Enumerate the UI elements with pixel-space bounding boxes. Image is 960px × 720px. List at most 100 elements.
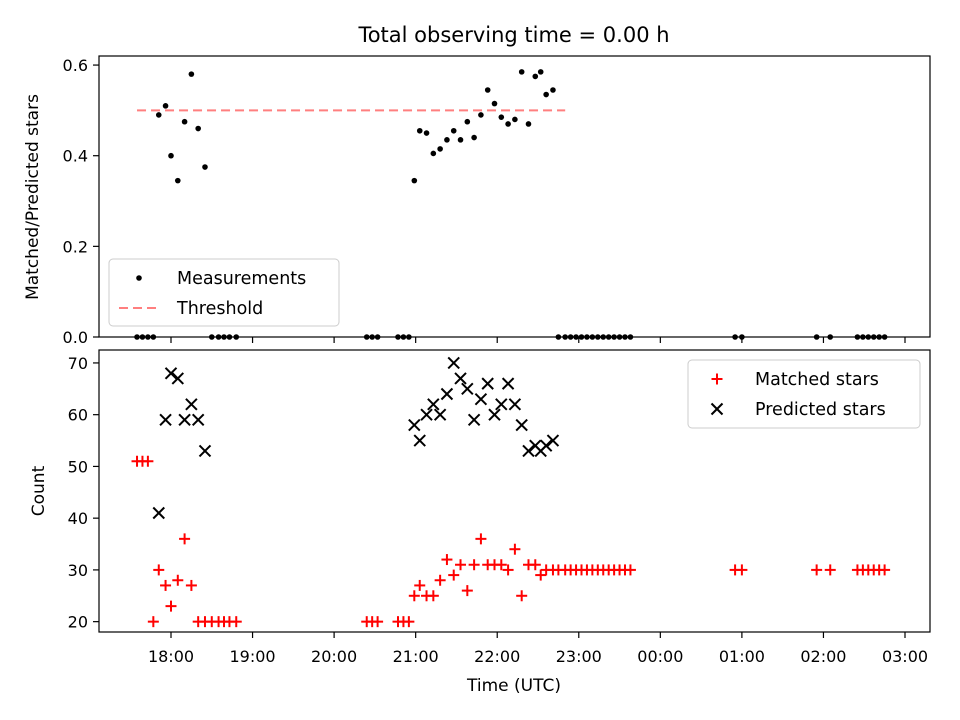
x-tick-label: 19:00 xyxy=(230,647,276,666)
predicted-star-point xyxy=(522,444,535,458)
measurement-point xyxy=(584,334,590,340)
predicted-star-point xyxy=(171,372,185,385)
x-tick-label: 02:00 xyxy=(800,647,846,666)
matched-star-point xyxy=(736,564,748,576)
measurement-point xyxy=(622,334,628,340)
matched-star-point xyxy=(403,616,415,628)
ratio-y-ticks: 0.0 0.2 0.4 0.6 xyxy=(63,56,99,347)
measurement-point xyxy=(374,334,381,340)
count-x-ticks: 18:00 19:00 20:00 21:00 22:00 23:00 00:00 01:00… xyxy=(148,632,928,666)
measurement-point xyxy=(827,334,834,340)
predicted-star-point xyxy=(501,377,515,390)
measurement-point xyxy=(400,334,407,340)
measurement-point xyxy=(555,334,562,340)
predicted-star-point xyxy=(420,408,433,421)
x-tick-label: 18:00 xyxy=(148,647,194,666)
y-tick-label: 20 xyxy=(68,613,88,632)
matched-star-point xyxy=(147,616,159,628)
ratio-legend: Measurements Threshold xyxy=(108,258,340,327)
x-tick-label: 01:00 xyxy=(719,647,765,666)
matched-star-point xyxy=(529,559,541,571)
ratio-x-ticks xyxy=(170,337,906,343)
predicted-star-point xyxy=(515,418,528,432)
predicted-star-point xyxy=(408,418,421,432)
measurement-point xyxy=(155,112,162,118)
measurement-point xyxy=(221,334,227,340)
predicted-star-point xyxy=(185,398,198,411)
measurement-point xyxy=(567,334,574,340)
y-tick-label: 0.0 xyxy=(63,328,88,347)
x-tick-label: 23:00 xyxy=(556,647,602,666)
legend-frame xyxy=(108,258,340,327)
measurement-point xyxy=(188,71,195,77)
predicted-star-point xyxy=(461,382,474,396)
legend-label-matched: Matched stars xyxy=(755,370,879,390)
predicted-star-point xyxy=(191,413,205,427)
measurement-point xyxy=(145,334,151,340)
measurement-point xyxy=(162,103,169,109)
predicted-star-point xyxy=(488,408,501,421)
x-tick-label: 00:00 xyxy=(637,647,683,666)
predicted-star-point xyxy=(178,413,191,427)
measurement-point xyxy=(411,177,418,184)
matched-star-point xyxy=(824,564,836,576)
y-tick-label: 60 xyxy=(68,406,88,425)
matched-star-point xyxy=(461,585,473,597)
measurement-point xyxy=(627,334,634,340)
measurement-point xyxy=(437,146,443,152)
predicted-star-point xyxy=(454,372,467,385)
count-y-ticks: 20 30 40 50 60 70 xyxy=(68,354,99,632)
predicted-star-point xyxy=(508,398,522,411)
measurement-point xyxy=(498,114,505,120)
measurement-point xyxy=(195,125,201,132)
measurement-point xyxy=(471,134,477,141)
measurement-point xyxy=(512,116,518,123)
measurement-point xyxy=(395,334,401,340)
measurement-point xyxy=(444,137,450,143)
measurement-point xyxy=(605,334,612,340)
predicted-star-point xyxy=(164,367,178,380)
ratio-plot-frame xyxy=(98,55,931,338)
x-tick-label: 03:00 xyxy=(882,647,928,666)
measurement-point xyxy=(369,334,375,340)
measurement-point xyxy=(464,118,471,125)
matched-star-point xyxy=(408,590,420,602)
count-plot: 20 30 40 50 60 70 18:00 19:00 20:00 21:00 22:00 23… xyxy=(29,349,931,696)
measurement-point xyxy=(134,334,140,340)
matched-star-point xyxy=(455,559,467,571)
x-tick-label: 20:00 xyxy=(311,647,357,666)
matched-star-point xyxy=(172,574,184,586)
measurement-point xyxy=(532,73,539,80)
y-tick-label: 70 xyxy=(68,354,88,373)
measurement-point xyxy=(505,121,511,127)
matched-star-point xyxy=(624,564,636,576)
measurement-point xyxy=(484,87,491,93)
ratio-plot: 0.0 0.2 0.4 0.6 Matched/Predicted stars Mea… xyxy=(23,55,931,347)
matched-star-point xyxy=(495,559,507,571)
measurement-point xyxy=(562,334,568,340)
matched-star-point xyxy=(502,564,514,576)
measurement-point xyxy=(813,334,820,340)
legend-measurement-marker xyxy=(136,275,142,281)
measurement-point xyxy=(595,334,601,340)
matched-star-point xyxy=(509,543,521,555)
predicted-star-point xyxy=(481,377,494,390)
predicted-star-point xyxy=(198,444,212,458)
predicted-star-point xyxy=(159,413,172,427)
measurement-point xyxy=(478,112,484,118)
count-legend: Matched stars Predicted stars xyxy=(687,359,921,429)
legend-matched-marker xyxy=(711,373,723,385)
y-tick-label: 0.2 xyxy=(63,237,88,256)
measurement-point xyxy=(611,334,617,340)
measurement-point xyxy=(860,334,866,340)
predicted-star-point xyxy=(427,398,440,411)
count-x-axis-label: Time (UTC) xyxy=(466,676,561,696)
matched-star-point xyxy=(165,600,177,612)
measurement-point xyxy=(589,334,596,340)
predicted-star-point xyxy=(152,506,165,520)
predicted-star-point xyxy=(495,398,508,411)
predicted-star-point xyxy=(539,439,553,452)
measurement-point xyxy=(139,334,146,340)
matched-star-point xyxy=(179,533,191,545)
